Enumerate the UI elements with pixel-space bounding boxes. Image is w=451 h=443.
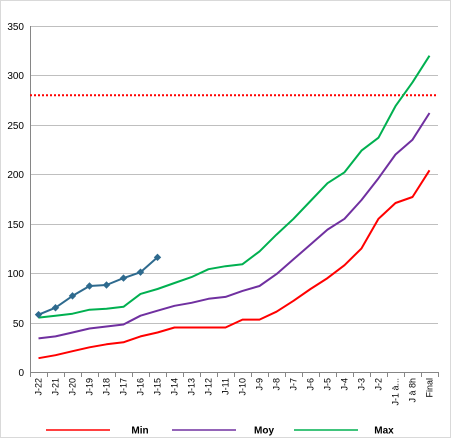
x-tick-label-j-1: J-1 à...: [391, 378, 401, 406]
data-point-series-4: [51, 304, 60, 312]
x-tick-label-j-20: J-20: [68, 378, 78, 396]
y-tick-label-200: 200: [7, 170, 24, 181]
x-tick-label-j-18: J-18: [102, 378, 112, 396]
series-line-min: [38, 169, 431, 360]
x-tick-labels: J-22 J-21 J-20 J-19 J-18 J-17 J-16 J-15 J-14 J-13…: [34, 378, 435, 406]
series-line-max: [38, 55, 431, 319]
data-point-series-4: [85, 282, 94, 290]
legend-label-max: Max: [374, 426, 394, 437]
data-point-series-4: [119, 274, 128, 282]
x-tick-label-j-10: J-10: [238, 378, 248, 396]
data-point-series-4: [153, 253, 162, 262]
data-point-series-4: [68, 292, 77, 300]
x-tick-label-j-15: J-15: [153, 378, 163, 396]
legend-label-min: Min: [131, 426, 148, 437]
y-tick-label-300: 300: [7, 71, 24, 82]
legend-label-moy: Moy: [254, 426, 274, 437]
data-point-series-4: [136, 268, 145, 276]
x-tick-label-j-21: J-21: [51, 378, 61, 396]
x-tick-label-j-6: J-6: [306, 378, 316, 391]
x-tick-label-j-11: J-11: [221, 378, 231, 395]
y-tick-label-350: 350: [7, 22, 24, 33]
y-tick-label-50: 50: [13, 319, 25, 330]
x-tick-label-j-8h: J à 8h: [408, 378, 418, 403]
series-layer: [34, 55, 431, 360]
y-tick-label-100: 100: [7, 269, 24, 280]
x-tick-label-j-14: J-14: [170, 378, 180, 396]
legend: Min Moy Max: [46, 426, 394, 437]
x-tick-label-j-12: J-12: [204, 378, 214, 396]
x-tick-label-j-13: J-13: [187, 378, 197, 396]
x-tick-label-j-22: J-22: [34, 378, 44, 396]
x-tick-label-j-19: J-19: [85, 378, 95, 396]
x-tick-label-j-8: J-8: [272, 378, 282, 391]
y-tick-labels: 0 50 100 150 200 250 300 350: [7, 22, 24, 379]
x-tick-label-j-2: J-2: [374, 378, 384, 391]
x-tick-label-j-4: J-4: [340, 378, 350, 391]
x-tick-label-final: Final: [425, 378, 435, 398]
data-point-series-4: [34, 310, 43, 319]
series-line-moy: [38, 112, 431, 340]
x-tick-label-j-17: J-17: [119, 378, 129, 396]
x-tick-label-j-3: J-3: [357, 378, 367, 391]
y-tick-label-0: 0: [18, 368, 24, 379]
y-tick-label-150: 150: [7, 220, 24, 231]
data-point-series-4: [102, 281, 111, 289]
gridlines: [30, 26, 438, 324]
x-tick-label-j-9: J-9: [255, 378, 265, 391]
axes: [30, 26, 439, 377]
y-tick-label-250: 250: [7, 121, 24, 132]
series-line-series-4: [38, 256, 159, 316]
x-tick-label-j-5: J-5: [323, 378, 333, 391]
x-tick-label-j-16: J-16: [136, 378, 146, 396]
x-tick-label-j-7: J-7: [289, 378, 299, 391]
